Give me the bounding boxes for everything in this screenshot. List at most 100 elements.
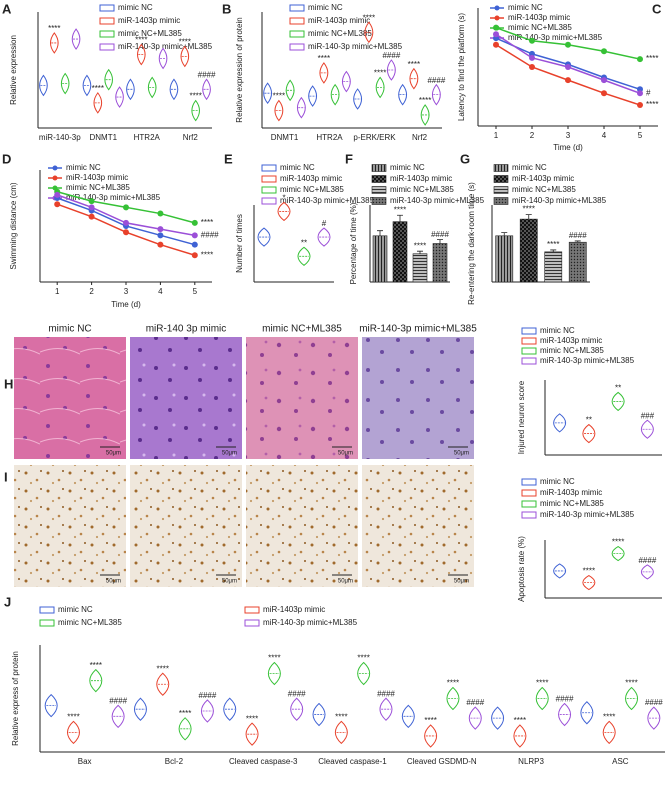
violin [625,686,639,711]
point [54,201,61,208]
legend-swatch [521,337,537,345]
legend-label: mimic NC [58,605,93,614]
point [123,219,129,226]
image-title: mimic NC [48,324,91,335]
significance: #### [431,230,449,239]
error-bar [377,230,383,236]
significance: **** [523,205,535,214]
x-tick-label: 5 [638,131,643,140]
significance: **** [447,679,459,688]
micrograph [246,337,358,459]
violin [180,45,190,68]
violin [200,699,214,723]
scale-label: 50μm [222,451,237,457]
point [157,232,164,239]
legend-swatch [521,327,537,335]
legend-swatch [521,511,537,519]
legend-label: miR-1403p mimic [540,336,602,345]
legend-label: mimic NC [540,326,575,335]
y-axis-label: Re-entering the dark-room time (s) [467,182,476,305]
violin [341,70,351,93]
violin [66,720,80,745]
legend-label: miR-1403p mimic [308,16,370,25]
point [529,54,535,61]
legend-swatch [494,175,508,183]
point [565,77,571,84]
point [54,191,61,198]
legend-swatch [39,606,55,614]
violin [398,83,408,106]
legend-swatch [99,4,115,12]
micrograph [130,337,242,459]
panel-label: C [652,1,662,16]
significance: ** [615,384,621,393]
panel-label: H [4,376,13,391]
image-title: miR-140 3p mimic [146,324,227,335]
x-tick-label: Bax [78,757,92,766]
significance: #### [377,689,395,698]
violin [330,83,340,106]
y-axis-label: Percentage of time (%) [349,202,358,284]
significance: **** [48,24,60,33]
significance: **** [374,69,386,78]
legend-label: miR-140-3p mimic+ML385 [390,196,485,205]
violin [202,78,211,101]
point [637,90,643,97]
legend-swatch [52,175,58,181]
violin [191,99,200,122]
significance: #### [645,698,663,707]
violin [409,67,419,90]
legend-label: mimic NC+ML385 [308,29,372,38]
panel-label: J [4,594,11,609]
violin [312,702,326,727]
error-bar [574,240,581,243]
significance: **** [157,664,169,673]
legend-swatch [261,164,277,172]
significance: **** [357,654,369,663]
x-tick-label: 2 [89,287,94,296]
x-tick-label: p-ERK/ERK [353,133,396,142]
significance: **** [646,54,658,63]
legend-swatch [494,15,500,21]
violin [640,419,654,439]
significance: **** [179,709,191,718]
legend-swatch [289,17,305,25]
significance: **** [189,92,201,101]
significance: **** [246,714,258,723]
x-tick-label: ASC [612,757,629,766]
significance: **** [201,218,213,227]
bar-hatch [433,243,447,282]
error-bar [437,239,443,244]
violin [277,201,291,222]
violin [582,423,596,444]
significance: **** [67,712,79,721]
violin [156,672,170,696]
significance: **** [363,13,375,22]
panel-label: G [460,151,470,166]
y-axis-label: Number of times [235,214,244,273]
legend-swatch [494,5,500,11]
legend-label: mimic NC+ML385 [280,185,344,194]
panel-label: F [345,151,353,166]
x-tick-label: 1 [55,287,60,296]
error-bar [525,214,532,220]
violin [178,717,192,741]
scale-label: 50μm [454,451,469,457]
micrograph [14,465,126,587]
violin [137,43,146,66]
violin [126,78,135,101]
x-tick-label: Cleaved caspase-1 [318,757,387,766]
point [191,232,198,239]
error-bar [397,214,403,222]
x-tick-label: Nrf2 [183,133,199,142]
legend-swatch [372,175,386,183]
violin [364,21,374,44]
significance: **** [179,38,191,47]
violin [111,704,125,729]
significance: **** [335,712,347,721]
legend-swatch [372,197,386,205]
legend-swatch [261,197,277,205]
legend-label: mimic NC [308,3,343,12]
significance: **** [414,241,426,250]
point [601,48,607,55]
